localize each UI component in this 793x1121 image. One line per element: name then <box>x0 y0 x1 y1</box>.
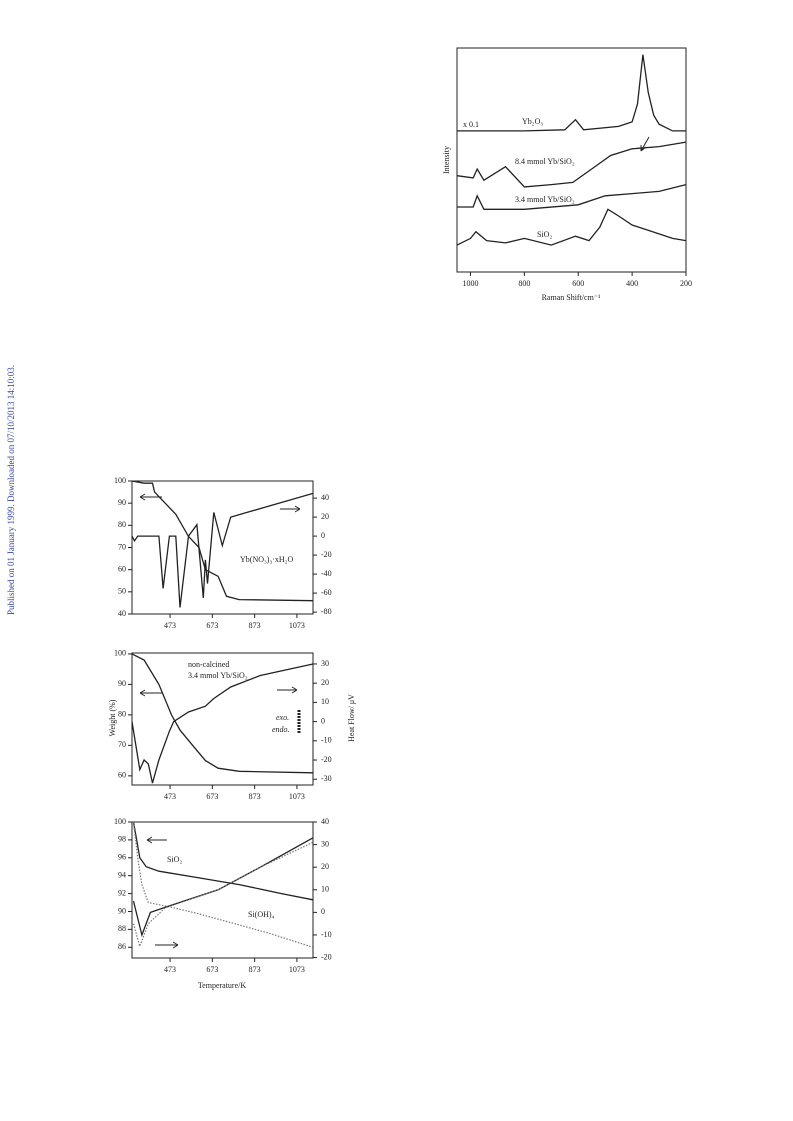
data-line <box>131 492 314 608</box>
y-tick-label: 50 <box>118 587 126 596</box>
data-line <box>457 54 686 132</box>
y-axis-label: Weight (%) <box>108 699 117 736</box>
annotation: x 0.1 <box>463 120 479 129</box>
y-tick-label: 90 <box>118 906 126 915</box>
annotation: Yb₂O₃ <box>522 117 543 126</box>
y2-tick-label: 40 <box>321 817 329 826</box>
y2-tick-label: -30 <box>321 774 332 783</box>
x-tick-label: 400 <box>626 279 638 288</box>
x-tick-label: 200 <box>680 279 692 288</box>
y-axis-label: Intensity <box>442 146 451 174</box>
arrow <box>277 686 298 694</box>
annotation: SiO₂ <box>537 230 552 239</box>
y2-tick-label: 20 <box>321 512 329 521</box>
y-tick-label: 60 <box>118 771 126 780</box>
x-axis-label: Raman Shift/cm⁻¹ <box>542 293 601 302</box>
data-line <box>131 663 314 784</box>
arrow <box>139 493 162 501</box>
data-line <box>456 208 687 246</box>
annotation: Si(OH)₄ <box>248 910 275 919</box>
annotation: exo. <box>276 713 289 722</box>
y2-axis-label: Heat Flow/ μV <box>347 694 356 742</box>
y2-tick-label: 0 <box>321 531 325 540</box>
arrow <box>280 505 301 513</box>
y-tick-label: 100 <box>114 649 126 658</box>
y2-tick-label: 40 <box>321 493 329 502</box>
x-tick-label: 1000 <box>462 279 478 288</box>
arrow <box>155 941 179 949</box>
plot-frame <box>131 821 314 959</box>
y2-tick-label: -10 <box>321 736 332 745</box>
x-axis-label: Temperature/K <box>198 981 247 990</box>
y2-tick-label: -20 <box>321 755 332 764</box>
y2-tick-label: -20 <box>321 550 332 559</box>
y-tick-label: 86 <box>118 942 126 951</box>
annotation: endo. <box>272 725 290 734</box>
y2-tick-label: -80 <box>321 607 332 616</box>
x-tick-label: 473 <box>164 792 176 801</box>
y-tick-label: 70 <box>118 740 126 749</box>
x-tick-label: 1073 <box>289 965 305 974</box>
y-tick-label: 98 <box>118 835 126 844</box>
data-line <box>132 821 314 901</box>
annotation: 3.4 mmol Yb/SiO₂ <box>515 195 575 204</box>
data-line <box>457 183 687 210</box>
x-tick-label: 873 <box>249 965 261 974</box>
data-line <box>456 141 687 188</box>
data-line <box>132 841 314 949</box>
y2-tick-label: 10 <box>321 885 329 894</box>
annotation: 3.4 mmol Yb/SiO₂ <box>188 671 248 680</box>
y2-tick-label: -40 <box>321 569 332 578</box>
x-tick-label: 1073 <box>289 792 305 801</box>
y-tick-label: 90 <box>118 498 126 507</box>
x-tick-label: 673 <box>206 792 218 801</box>
arrow <box>640 136 650 152</box>
plot-frame <box>456 47 687 273</box>
y-tick-label: 70 <box>118 542 126 551</box>
y2-tick-label: -60 <box>321 588 332 597</box>
y2-tick-label: 20 <box>321 678 329 687</box>
y-tick-label: 40 <box>118 609 126 618</box>
y-tick-label: 80 <box>118 710 126 719</box>
x-tick-label: 673 <box>206 621 218 630</box>
y-tick-label: 88 <box>118 924 126 933</box>
y-tick-label: 60 <box>118 564 126 573</box>
x-tick-label: 473 <box>164 965 176 974</box>
y-tick-label: 92 <box>118 888 126 897</box>
data-line <box>132 821 314 948</box>
x-tick-label: 873 <box>249 621 261 630</box>
y2-tick-label: 20 <box>321 862 329 871</box>
y-tick-label: 80 <box>118 520 126 529</box>
y2-tick-label: 10 <box>321 697 329 706</box>
y-tick-label: 90 <box>118 679 126 688</box>
y2-tick-label: -20 <box>321 952 332 961</box>
arrows <box>139 136 650 949</box>
sidebar-note: Published on 01 January 1999. Downloaded… <box>6 365 16 615</box>
y2-tick-label: 0 <box>321 716 325 725</box>
y2-tick-label: 0 <box>321 907 325 916</box>
annotation: SiO₂ <box>167 855 182 864</box>
y2-tick-label: 30 <box>321 839 329 848</box>
annotation: non-calcined <box>188 660 229 669</box>
x-tick-label: 800 <box>518 279 530 288</box>
y2-tick-label: -10 <box>321 930 332 939</box>
x-tick-label: 1073 <box>289 621 305 630</box>
x-tick-label: 873 <box>249 792 261 801</box>
annotation: Yb(NO₃)₃·xH₂O <box>240 555 293 564</box>
y-tick-label: 94 <box>118 871 126 880</box>
plot-frame <box>131 652 314 786</box>
x-tick-label: 600 <box>572 279 584 288</box>
data-line <box>131 653 314 774</box>
y-tick-label: 96 <box>118 853 126 862</box>
x-tick-label: 473 <box>164 621 176 630</box>
arrow <box>139 689 162 697</box>
arrow <box>146 836 167 844</box>
x-tick-label: 673 <box>206 965 218 974</box>
y2-tick-label: 30 <box>321 659 329 668</box>
annotation: 8.4 mmol Yb/SiO₂ <box>515 157 575 166</box>
y-tick-label: 100 <box>114 817 126 826</box>
y-tick-label: 100 <box>114 476 126 485</box>
